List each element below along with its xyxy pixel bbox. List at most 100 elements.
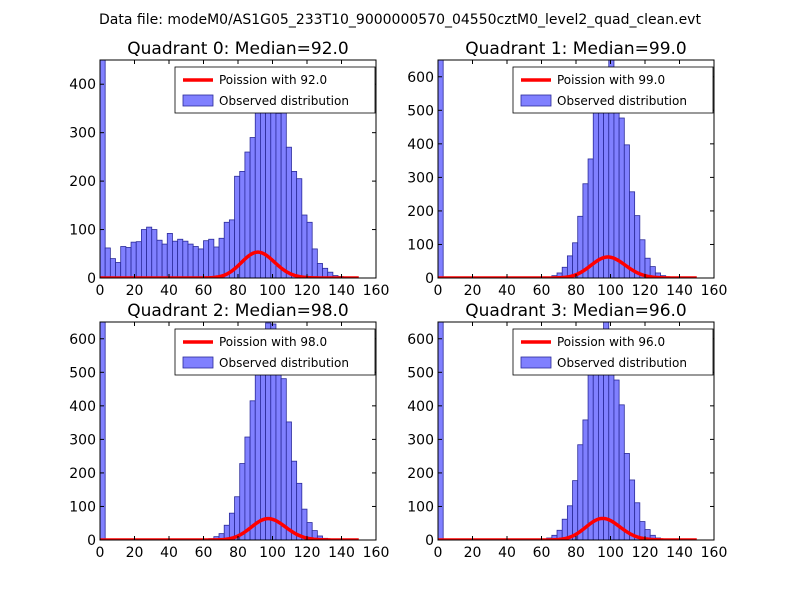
x-tick-label: 80 xyxy=(229,283,247,299)
histogram-bar xyxy=(162,244,167,278)
histogram-bar xyxy=(147,227,152,278)
histogram-bar xyxy=(250,401,255,540)
x-tick-label: 80 xyxy=(229,545,247,561)
histogram-bar xyxy=(214,247,219,278)
histogram-bar xyxy=(245,437,250,540)
histogram-bar xyxy=(224,222,229,278)
x-tick-label: 0 xyxy=(96,545,105,561)
legend-bar-swatch xyxy=(183,95,213,106)
histogram-bar xyxy=(250,138,255,278)
histogram-bar xyxy=(578,445,583,540)
y-tick-label: 100 xyxy=(69,223,96,239)
histogram-bar xyxy=(235,497,240,540)
histogram-bar xyxy=(178,239,183,278)
x-tick-label: 100 xyxy=(597,283,624,299)
histogram-bar xyxy=(121,247,126,278)
y-tick-label: 500 xyxy=(69,365,96,381)
y-tick-label: 300 xyxy=(407,170,434,186)
x-tick-label: 120 xyxy=(632,283,659,299)
histogram-bar xyxy=(291,461,296,540)
histogram-bar xyxy=(588,370,593,540)
panel-title: Quadrant 2: Median=98.0 xyxy=(127,301,349,321)
figure-suptitle: Data file: modeM0/AS1G05_233T10_90000005… xyxy=(99,12,701,28)
y-tick-label: 0 xyxy=(87,271,96,287)
y-tick-label: 200 xyxy=(69,466,96,482)
histogram-bar xyxy=(629,192,634,278)
legend-bar-swatch xyxy=(183,357,213,368)
histogram-bar xyxy=(141,230,146,278)
histogram-bar xyxy=(157,240,162,278)
histogram-bar xyxy=(583,184,588,278)
histogram-bar xyxy=(281,379,286,540)
x-tick-label: 20 xyxy=(126,283,144,299)
x-tick-label: 40 xyxy=(498,283,516,299)
histogram-bar xyxy=(131,242,136,278)
y-tick-label: 300 xyxy=(69,126,96,142)
x-tick-label: 160 xyxy=(363,283,390,299)
histogram-bar xyxy=(183,241,188,278)
y-tick-label: 500 xyxy=(407,365,434,381)
x-tick-label: 60 xyxy=(195,283,213,299)
histogram-bar xyxy=(152,230,157,278)
histogram-bar xyxy=(286,147,291,278)
x-tick-label: 140 xyxy=(328,545,355,561)
panel-title: Quadrant 3: Median=96.0 xyxy=(465,301,687,321)
y-tick-label: 400 xyxy=(407,399,434,415)
y-tick-label: 500 xyxy=(407,103,434,119)
histogram-bar xyxy=(593,109,598,278)
histogram-bar xyxy=(438,322,443,540)
histogram-bar xyxy=(260,347,265,540)
histogram-bar xyxy=(126,247,131,278)
y-tick-label: 300 xyxy=(407,432,434,448)
histogram-bar xyxy=(619,118,624,278)
y-tick-label: 400 xyxy=(407,137,434,153)
legend-label-line: Poission with 92.0 xyxy=(219,73,327,87)
histogram-bar xyxy=(624,145,629,278)
x-tick-label: 120 xyxy=(294,283,321,299)
histogram-bar xyxy=(291,171,296,278)
histogram-bar xyxy=(297,483,302,540)
histogram-bar xyxy=(281,104,286,278)
legend-bar-swatch xyxy=(521,95,551,106)
histogram-bar xyxy=(255,353,260,540)
panel-title: Quadrant 0: Median=92.0 xyxy=(127,39,349,59)
legend-label-bar: Observed distribution xyxy=(557,94,687,108)
histogram-bar xyxy=(640,240,645,278)
x-tick-label: 40 xyxy=(498,545,516,561)
x-tick-label: 60 xyxy=(533,545,551,561)
histogram-bar xyxy=(204,241,209,278)
histogram-bar xyxy=(317,263,322,278)
histogram-bar xyxy=(209,239,214,278)
x-tick-label: 80 xyxy=(567,283,585,299)
x-tick-label: 40 xyxy=(160,283,178,299)
y-tick-label: 400 xyxy=(69,399,96,415)
histogram-bar xyxy=(312,249,317,278)
histogram-bar xyxy=(167,233,172,278)
y-tick-label: 400 xyxy=(69,77,96,93)
x-tick-label: 100 xyxy=(597,545,624,561)
y-tick-label: 100 xyxy=(69,499,96,515)
y-tick-label: 200 xyxy=(69,174,96,190)
histogram-bar xyxy=(614,95,619,278)
y-tick-label: 0 xyxy=(87,533,96,549)
histogram-bar xyxy=(271,94,276,278)
x-tick-label: 100 xyxy=(259,283,286,299)
histogram-bar xyxy=(100,322,105,540)
legend-label-line: Poission with 99.0 xyxy=(557,73,665,87)
histogram-bar xyxy=(266,89,271,278)
histogram-bar xyxy=(307,222,312,278)
y-tick-label: 100 xyxy=(407,499,434,515)
histogram-bar xyxy=(598,88,603,278)
histogram-bar xyxy=(609,349,614,540)
x-tick-label: 0 xyxy=(434,283,443,299)
histogram-bar xyxy=(573,481,578,540)
x-tick-label: 60 xyxy=(533,283,551,299)
x-tick-label: 160 xyxy=(701,545,728,561)
y-tick-label: 600 xyxy=(69,332,96,348)
y-tick-label: 0 xyxy=(425,271,434,287)
